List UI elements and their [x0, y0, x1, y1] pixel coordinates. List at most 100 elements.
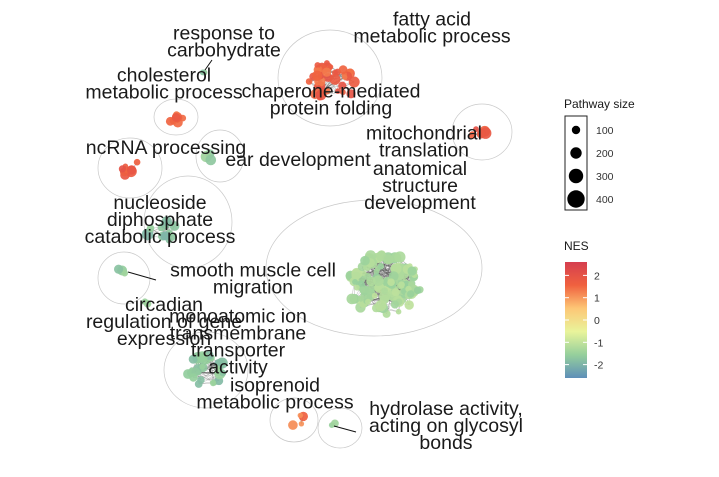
cluster-boundary-fatty-acid: [277, 29, 383, 127]
pathway-node: [360, 255, 370, 266]
cluster-label-monoatomic: monoatomic ion: [169, 306, 307, 328]
pathway-node: [359, 286, 366, 293]
pathway-node: [373, 268, 380, 275]
size-legend-dot: [568, 168, 584, 184]
pathway-node: [318, 89, 327, 98]
cluster-label-fatty-acid: metabolic process: [353, 26, 510, 48]
cluster-label-smooth-muscle: migration: [213, 277, 293, 299]
pathway-node: [476, 129, 486, 139]
size-legend-label: 400: [596, 194, 614, 206]
size-legend-label: 300: [596, 171, 614, 183]
cluster-boundary-monoatomic: [163, 331, 249, 409]
pathway-node: [398, 281, 405, 289]
pathway-node: [338, 65, 348, 75]
pathway-node: [404, 300, 414, 310]
pathway-node: [407, 266, 417, 276]
pathway-node: [219, 369, 227, 377]
cluster-boundary-ear: [195, 129, 245, 183]
pathway-node: [338, 81, 347, 91]
cluster-label-ncrna: ncRNA processing: [86, 137, 246, 159]
cluster-label-mitochondrial: translation: [379, 140, 469, 162]
pathway-node: [383, 254, 394, 265]
pathway-node: [133, 158, 141, 166]
cluster-label-anatomical: anatomical: [373, 158, 467, 180]
pathway-node: [146, 224, 155, 233]
cluster-label-chaperone: chaperone-mediated: [242, 81, 421, 103]
pathway-node: [331, 419, 339, 428]
pathway-node: [169, 221, 180, 231]
pathway-node: [390, 300, 399, 309]
pathway-node: [160, 231, 171, 241]
cluster-label-smooth-muscle: smooth muscle cell: [170, 260, 336, 282]
cluster-label-hydrolase: hydrolase activity,: [369, 398, 523, 420]
nes-legend-title: NES: [564, 239, 589, 253]
pathway-node: [473, 126, 479, 133]
pathway-node: [121, 269, 128, 277]
cluster-boundary-cholesterol: [153, 98, 199, 136]
pathway-node: [381, 287, 388, 295]
pathway-node: [188, 354, 198, 364]
pathway-node: [394, 251, 406, 263]
pathway-node: [214, 365, 220, 371]
cluster-boundary-nucleoside: [143, 175, 233, 269]
cluster-label-anatomical: development: [364, 192, 476, 214]
pathway-node: [346, 89, 356, 99]
cluster-label-response-carbohydrate: response to: [173, 23, 275, 45]
cluster-boundary-anatomical: [265, 199, 483, 337]
pathway-node: [377, 263, 385, 270]
cluster-boundary-hydrolase: [317, 407, 363, 449]
pathway-node: [365, 298, 371, 305]
pathway-node: [373, 275, 384, 286]
pathway-node: [114, 264, 124, 274]
cluster-label-circadian: regulation of gene: [86, 311, 242, 333]
nes-colorbar: [565, 262, 587, 378]
cluster-label-nucleoside: nucleoside: [113, 192, 206, 214]
pathway-node: [305, 78, 313, 85]
pathway-node: [199, 363, 206, 370]
pathway-node: [143, 299, 152, 308]
cluster-label-chaperone: protein folding: [270, 98, 393, 120]
cluster-label-cholesterol: metabolic process: [85, 82, 242, 104]
nes-tick-label: -1: [594, 337, 603, 349]
pathway-node: [118, 165, 126, 173]
cluster-label-mitochondrial: mitochondrial: [366, 123, 482, 145]
cluster-label-nucleoside: catabolic process: [85, 226, 236, 248]
nes-tick-label: 2: [594, 270, 600, 282]
size-legend-dot: [570, 147, 582, 159]
pathway-node: [335, 88, 341, 94]
pathway-node: [322, 67, 332, 77]
pathway-node: [357, 295, 364, 302]
pathway-node: [329, 73, 341, 85]
pathway-node: [375, 300, 387, 312]
nes-tick-label: 1: [594, 293, 600, 305]
size-legend-dot: [571, 125, 581, 135]
cluster-label-nucleoside: diphosphate: [107, 209, 213, 231]
cluster-label-hydrolase: acting on glycosyl: [369, 415, 523, 437]
pathway-node: [196, 351, 208, 362]
cluster-label-cholesterol: cholesterol: [117, 65, 211, 87]
pathway-node: [194, 380, 203, 388]
size-legend-title: Pathway size: [564, 97, 635, 111]
pathway-node: [126, 165, 137, 175]
pathway-node: [351, 271, 361, 281]
cluster-label-ear: ear development: [225, 149, 371, 171]
pathway-size-legend: Pathway size 100 200 300 400: [564, 97, 635, 211]
pathway-node: [161, 216, 172, 227]
cluster-label-response-carbohydrate: carbohydrate: [167, 40, 281, 62]
cluster-boundary-ncrna: [97, 137, 163, 199]
cluster-label-hydrolase: bonds: [419, 432, 472, 454]
pathway-node: [348, 76, 360, 88]
cluster-label-monoatomic: transmembrane: [170, 323, 307, 345]
pathway-node: [371, 292, 378, 299]
cluster-label-isoprenoid: metabolic process: [196, 392, 353, 414]
cluster-boundary-isoprenoid: [269, 397, 319, 443]
pathway-node: [199, 69, 206, 76]
pathway-node: [312, 70, 323, 81]
pathway-node: [314, 62, 321, 69]
pathway-node: [387, 278, 395, 287]
label-leader-smooth-muscle: [127, 271, 157, 281]
pathway-node: [354, 284, 360, 291]
pathway-node: [342, 74, 348, 80]
pathway-node: [346, 293, 358, 305]
pathway-node: [171, 113, 181, 122]
